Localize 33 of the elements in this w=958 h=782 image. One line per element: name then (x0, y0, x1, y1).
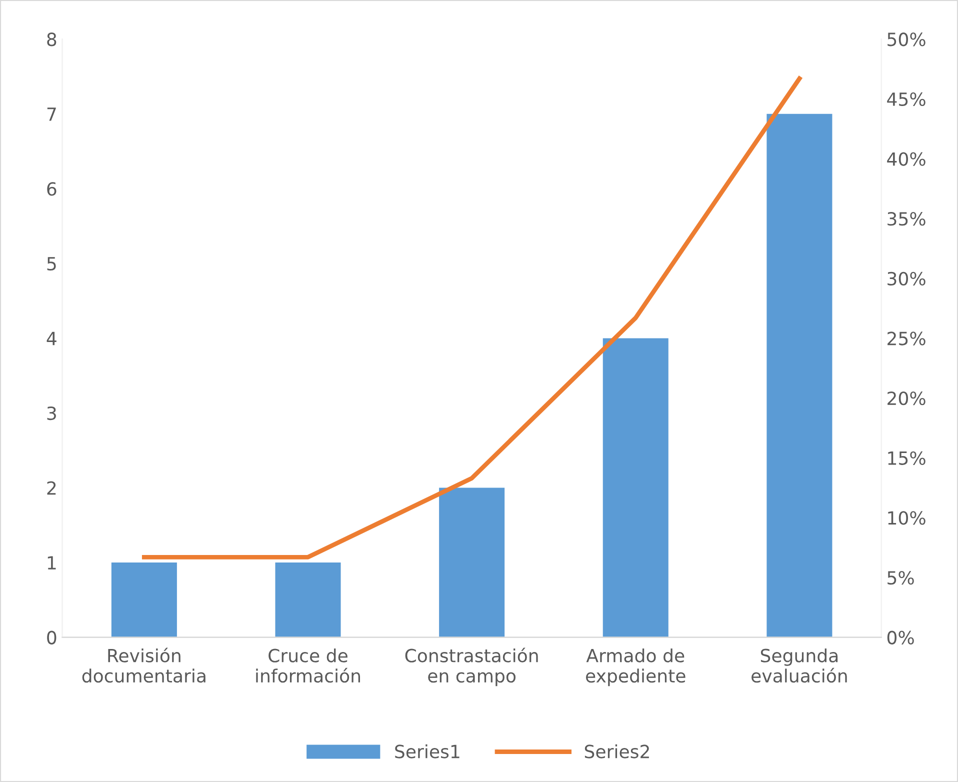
y2-tick-label: 45% (887, 92, 926, 106)
y2-tick-label: 30% (888, 272, 926, 286)
y2-tick-label: 10% (888, 511, 926, 525)
y-tick-label: 5 (47, 257, 56, 271)
legend-label: Series1 (395, 744, 460, 758)
x-tick-label: Revisión documentaria (82, 648, 206, 683)
bar (111, 562, 177, 638)
y-tick-label: 0 (47, 630, 56, 644)
y-tick-label: 1 (48, 556, 56, 570)
y-tick-label: 4 (46, 332, 56, 346)
bar (766, 114, 832, 638)
y2-tick-label: 0% (887, 630, 914, 644)
bar (602, 338, 668, 638)
y-tick-label: 2 (47, 481, 56, 495)
legend-label: Series2 (584, 744, 649, 758)
x-tick-label: Segunda evaluación (752, 648, 847, 683)
y2-tick-label: 20% (888, 391, 926, 406)
x-tick-label: Cruce de información (256, 648, 360, 683)
y2-tick-label: 50% (888, 32, 926, 46)
line-series (142, 76, 802, 560)
x-tick-label: Constrastación en campo (405, 648, 538, 686)
y-tick-label: 3 (47, 406, 56, 420)
bar (439, 488, 505, 638)
y2-tick-label: 5% (888, 570, 914, 585)
y-tick-label: 6 (47, 182, 56, 196)
y2-tick-label: 35% (888, 212, 926, 226)
x-tick-label: Armado de expediente (586, 648, 686, 686)
y-tick-label: 8 (47, 32, 56, 46)
bar (275, 562, 341, 638)
y2-tick-label: 25% (888, 332, 926, 346)
y-tick-label: 7 (47, 108, 56, 121)
y2-tick-label: 40% (887, 152, 926, 166)
y2-tick-label: 15% (888, 451, 926, 465)
